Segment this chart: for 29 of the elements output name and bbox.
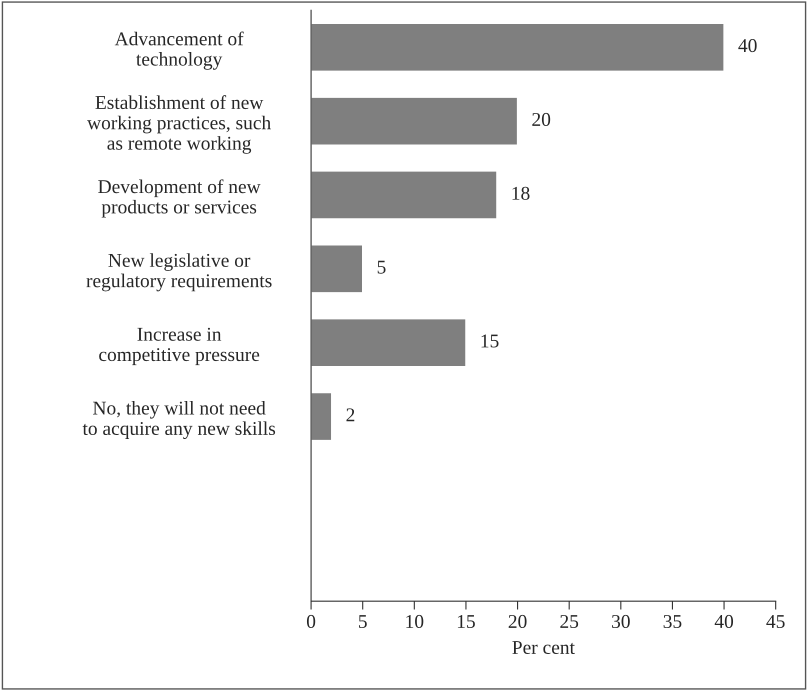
bar bbox=[311, 170, 498, 220]
data-label: 18 bbox=[512, 186, 530, 200]
y-tick-label: Increase in competitive pressure bbox=[99, 328, 260, 366]
data-label: 40 bbox=[738, 39, 757, 52]
y-tick-label: Advancement of technology bbox=[114, 32, 244, 70]
bar bbox=[311, 392, 332, 442]
bar bbox=[311, 318, 467, 368]
bar bbox=[311, 244, 364, 294]
x-axis-title: Per cent bbox=[512, 641, 575, 654]
x-tick-label: 40 bbox=[714, 614, 734, 628]
bar bbox=[311, 96, 518, 146]
data-label: 5 bbox=[378, 260, 386, 274]
x-tick-label: 30 bbox=[612, 614, 630, 628]
y-tick-label: New legislative or regulatory requirements bbox=[86, 253, 272, 292]
x-tick-label: 25 bbox=[560, 614, 578, 628]
x-tick-label: 45 bbox=[766, 615, 785, 628]
bar bbox=[311, 22, 725, 72]
x-tick-label: 10 bbox=[406, 614, 424, 628]
x-tick-label: 15 bbox=[458, 615, 475, 628]
data-label: 2 bbox=[346, 408, 354, 422]
x-tick-label: 0 bbox=[306, 614, 316, 628]
x-tick-label: 20 bbox=[508, 614, 527, 628]
x-tick-label: 5 bbox=[358, 615, 367, 628]
data-label: 20 bbox=[532, 112, 550, 126]
x-tick-label: 35 bbox=[664, 614, 682, 628]
y-tick-label: Development of new products or services bbox=[98, 179, 261, 218]
y-tick-label: No, they will not need to acquire any new skills bbox=[82, 400, 276, 440]
y-tick-label: Establishment of new working practices, such as remote working bbox=[87, 95, 271, 154]
data-label: 15 bbox=[482, 334, 499, 348]
